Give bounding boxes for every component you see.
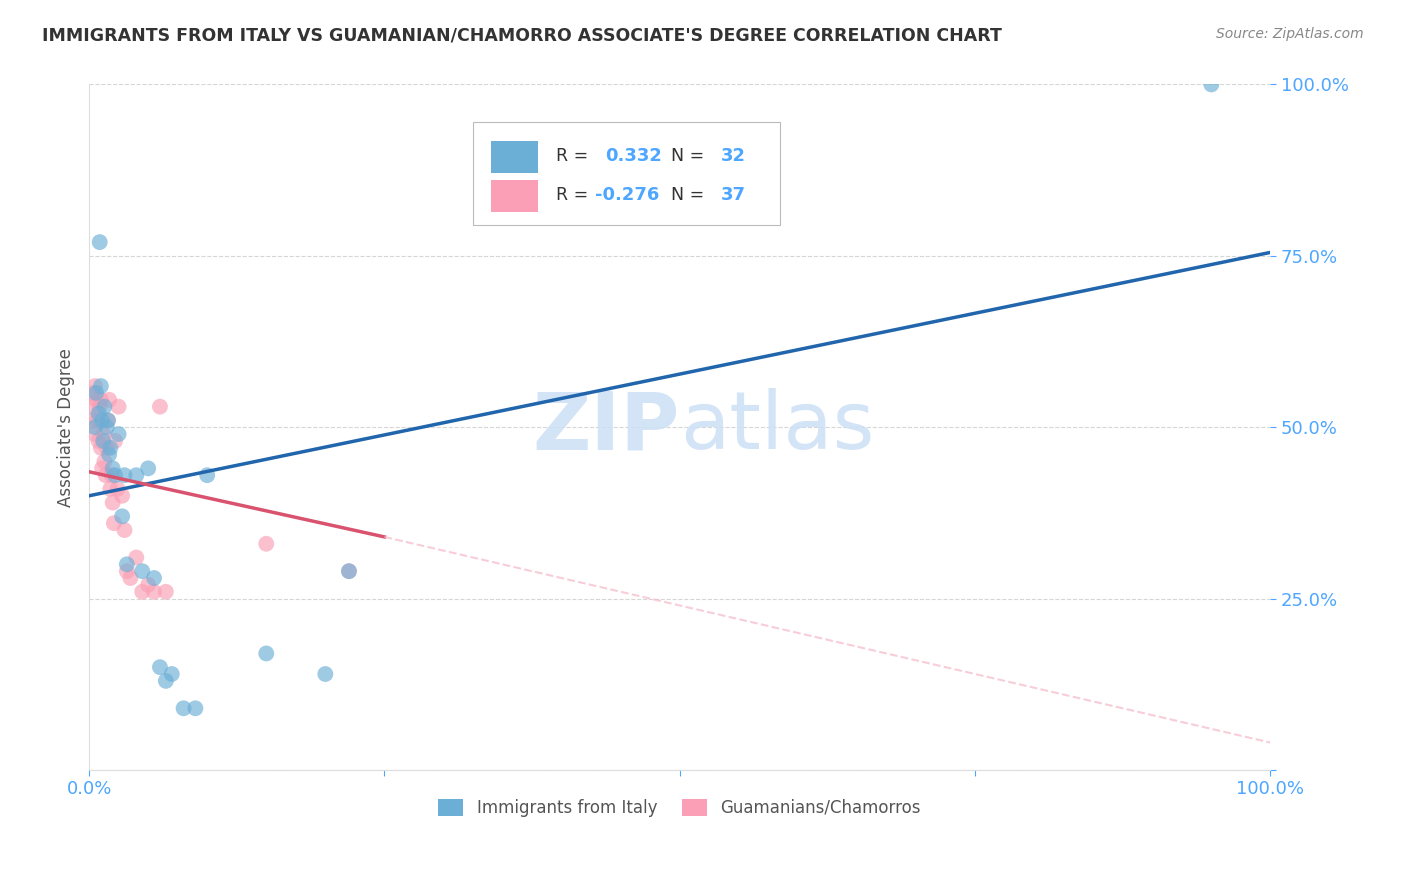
Point	[173, 701, 195, 715]
Point	[111, 489, 134, 503]
Point	[254, 647, 277, 661]
Point	[314, 667, 336, 681]
Point	[91, 427, 114, 442]
Point	[254, 537, 277, 551]
Point	[125, 550, 148, 565]
Point	[87, 434, 110, 448]
Point	[143, 571, 166, 585]
Point	[107, 482, 129, 496]
Point	[91, 461, 114, 475]
Text: N =: N =	[672, 147, 710, 165]
Text: Source: ZipAtlas.com: Source: ZipAtlas.com	[1216, 27, 1364, 41]
Text: IMMIGRANTS FROM ITALY VS GUAMANIAN/CHAMORRO ASSOCIATE'S DEGREE CORRELATION CHART: IMMIGRANTS FROM ITALY VS GUAMANIAN/CHAMO…	[42, 27, 1002, 45]
Point	[125, 468, 148, 483]
Point	[83, 413, 105, 427]
Point	[89, 235, 111, 249]
Point	[149, 660, 172, 674]
Point	[184, 701, 207, 715]
Point	[90, 379, 112, 393]
Point	[82, 386, 104, 401]
Point	[111, 509, 134, 524]
Point	[97, 413, 120, 427]
Point	[90, 441, 112, 455]
Point	[98, 448, 121, 462]
Point	[84, 379, 107, 393]
Text: N =: N =	[672, 186, 710, 203]
Point	[115, 564, 138, 578]
Point	[96, 441, 118, 455]
Point	[104, 434, 127, 448]
Point	[98, 441, 121, 455]
Text: 37: 37	[721, 186, 747, 203]
Point	[143, 584, 166, 599]
Y-axis label: Associate's Degree: Associate's Degree	[58, 348, 75, 507]
Point	[114, 523, 136, 537]
Text: 32: 32	[721, 147, 747, 165]
Point	[90, 392, 112, 407]
Point	[114, 468, 136, 483]
Point	[93, 454, 115, 468]
Text: R =: R =	[555, 186, 593, 203]
Text: 0.332: 0.332	[606, 147, 662, 165]
Point	[98, 482, 121, 496]
FancyBboxPatch shape	[472, 122, 780, 225]
Point	[101, 461, 124, 475]
Text: -0.276: -0.276	[595, 186, 659, 203]
Point	[101, 495, 124, 509]
Point	[89, 400, 111, 414]
Point	[103, 516, 125, 531]
Point	[131, 584, 153, 599]
Text: R =: R =	[555, 147, 593, 165]
Text: atlas: atlas	[679, 388, 875, 467]
Point	[155, 584, 177, 599]
Point	[91, 434, 114, 448]
Point	[86, 413, 108, 427]
FancyBboxPatch shape	[491, 179, 538, 211]
Point	[131, 564, 153, 578]
Point	[97, 413, 120, 427]
Point	[337, 564, 360, 578]
FancyBboxPatch shape	[491, 141, 538, 173]
Point	[84, 386, 107, 401]
Point	[195, 468, 218, 483]
Legend: Immigrants from Italy, Guamanians/Chamorros: Immigrants from Italy, Guamanians/Chamor…	[432, 792, 928, 823]
Point	[337, 564, 360, 578]
Point	[136, 578, 159, 592]
Text: ZIP: ZIP	[533, 388, 679, 467]
Point	[149, 400, 172, 414]
Point	[107, 400, 129, 414]
Point	[87, 407, 110, 421]
Point	[104, 468, 127, 483]
Point	[80, 400, 103, 414]
Point	[115, 558, 138, 572]
Point	[160, 667, 183, 681]
Point	[93, 400, 115, 414]
Point	[1201, 78, 1223, 92]
Point	[96, 420, 118, 434]
Point	[107, 427, 129, 442]
Point	[120, 571, 142, 585]
Point	[94, 468, 117, 483]
Point	[98, 392, 121, 407]
Point	[100, 468, 122, 483]
Point	[84, 392, 107, 407]
Point	[84, 420, 107, 434]
Point	[136, 461, 159, 475]
Point	[91, 413, 114, 427]
Point	[155, 673, 177, 688]
Point	[84, 427, 107, 442]
